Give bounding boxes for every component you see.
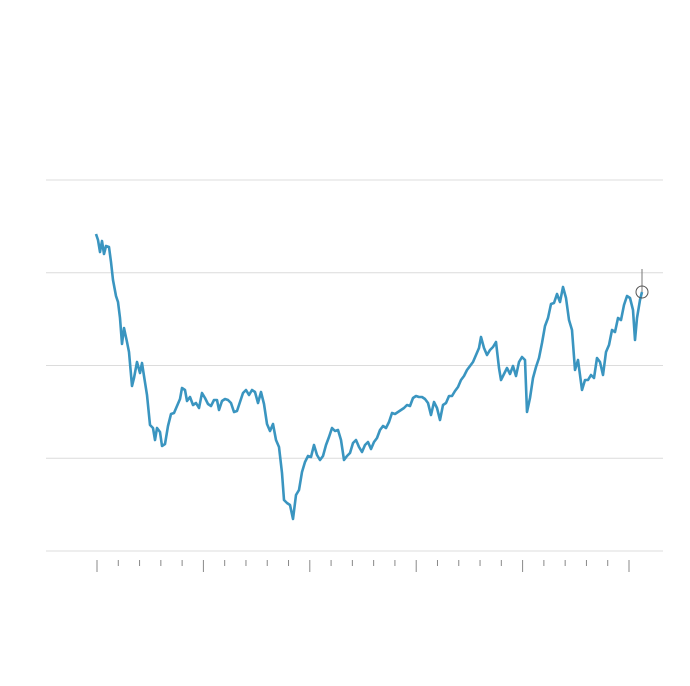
end-marker bbox=[635, 285, 649, 299]
data-line bbox=[94, 233, 644, 521]
